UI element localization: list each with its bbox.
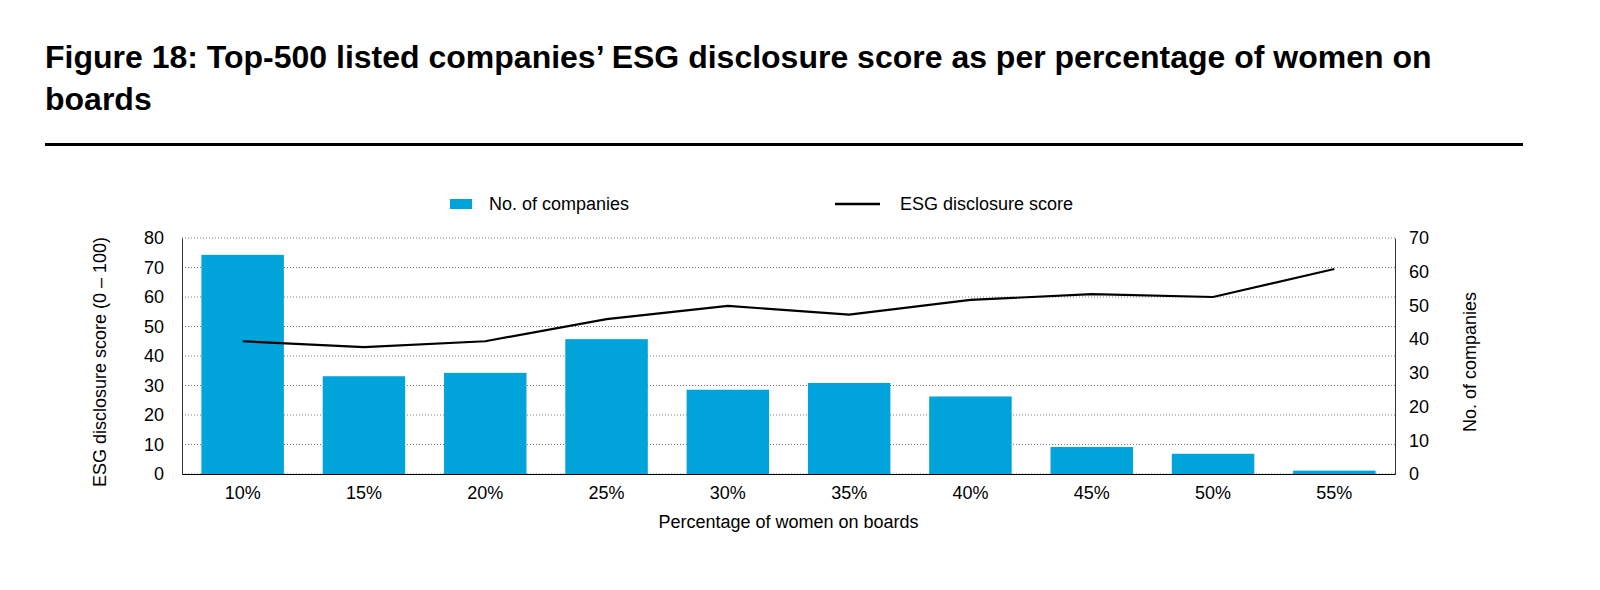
- tick-label: 10: [1409, 431, 1429, 451]
- tick: 60: [144, 287, 182, 307]
- tick-label: 55%: [1316, 483, 1352, 503]
- tick: 50: [144, 317, 182, 337]
- tick: 20: [1395, 397, 1429, 417]
- tick: 35%: [831, 474, 867, 503]
- legend-swatch: [450, 199, 472, 209]
- grid-line: [182, 267, 1395, 268]
- bar: [201, 255, 283, 474]
- tick-label: 30: [144, 376, 164, 396]
- tick: 45%: [1074, 474, 1110, 503]
- tick: 30%: [710, 474, 746, 503]
- bar: [1293, 471, 1375, 474]
- tick-label: 20: [1409, 397, 1429, 417]
- tick-label: 30%: [710, 483, 746, 503]
- tick: 40: [144, 346, 182, 366]
- tick: 70: [1395, 228, 1429, 248]
- tick-label: 10%: [225, 483, 261, 503]
- axis-line: [183, 474, 1396, 475]
- tick-label: 40%: [952, 483, 988, 503]
- x-axis-title: Percentage of women on boards: [658, 512, 918, 532]
- plot-area: [201, 255, 1375, 474]
- bar: [1172, 454, 1254, 474]
- axis-line: [1395, 239, 1396, 475]
- tick: 0: [1395, 464, 1419, 484]
- bar: [1051, 447, 1133, 474]
- tick: 40%: [952, 474, 988, 503]
- y-axis: 0 10 20 30 40 50 60 70 80: [144, 228, 183, 484]
- tick-label: 20: [144, 405, 164, 425]
- line: [243, 269, 1335, 347]
- tick: 80: [144, 228, 182, 248]
- tick: 55%: [1316, 474, 1352, 503]
- tick: 10: [144, 435, 182, 455]
- tick: 20: [144, 405, 182, 425]
- tick-label: 30: [1409, 363, 1429, 383]
- tick-label: 60: [144, 287, 164, 307]
- grid-line: [182, 326, 1395, 327]
- tick: 70: [144, 258, 182, 278]
- axis-line: [182, 239, 183, 475]
- y2-axis: 0 10 20 30 40 50 60 70: [1395, 228, 1429, 484]
- tick-label: 50%: [1195, 483, 1231, 503]
- tick-label: 20%: [467, 483, 503, 503]
- tick: 10%: [225, 474, 261, 503]
- tick-label: 40: [144, 346, 164, 366]
- tick-label: 0: [1409, 464, 1419, 484]
- tick-label: 10: [144, 435, 164, 455]
- tick: 0: [154, 464, 182, 484]
- tick-label: 60: [1409, 262, 1429, 282]
- bar: [323, 376, 405, 474]
- legend-swatch: [835, 203, 880, 206]
- tick-label: 70: [144, 258, 164, 278]
- title-rule: [45, 143, 1523, 146]
- y2-axis-title: No. of companies: [1460, 292, 1480, 432]
- tick: 30: [144, 376, 182, 396]
- tick-label: 70: [1409, 228, 1429, 248]
- bar: [444, 373, 526, 474]
- tick: 60: [1395, 262, 1429, 282]
- tick: 15%: [346, 474, 382, 503]
- tick-label: 45%: [1074, 483, 1110, 503]
- tick: 40: [1395, 329, 1429, 349]
- bar: [929, 396, 1011, 474]
- tick-label: 40: [1409, 329, 1429, 349]
- x-axis: 10% 15% 20% 25% 30% 35% 40% 45% 50% 55%: [183, 474, 1396, 503]
- tick-label: 50: [144, 317, 164, 337]
- tick-label: 25%: [589, 483, 625, 503]
- tick: 50%: [1195, 474, 1231, 503]
- y-axis-title: ESG disclosure score (0 – 100): [90, 237, 110, 487]
- tick: 20%: [467, 474, 503, 503]
- tick: 50: [1395, 296, 1429, 316]
- grid-line: [182, 238, 1395, 239]
- bar: [565, 339, 647, 474]
- bar: [808, 383, 890, 474]
- tick-label: 15%: [346, 483, 382, 503]
- legend: No. of companies ESG disclosure score: [450, 194, 1073, 214]
- tick: 30: [1395, 363, 1429, 383]
- tick-label: 0: [154, 464, 164, 484]
- tick: 25%: [589, 474, 625, 503]
- chart-title: Figure 18: Top-500 listed companies’ ESG…: [45, 36, 1515, 120]
- grid: [182, 238, 1395, 474]
- tick-label: 50: [1409, 296, 1429, 316]
- tick-label: 80: [144, 228, 164, 248]
- legend-label: ESG disclosure score: [900, 194, 1073, 214]
- chart: 0 10 20 30 40 50 60 70 80 0 10 20 30 40 50 60 70 10% 15% 20…: [0, 0, 1600, 590]
- bar: [687, 390, 769, 474]
- legend-label: No. of companies: [489, 194, 629, 214]
- grid-line: [182, 356, 1395, 357]
- tick: 10: [1395, 431, 1429, 451]
- tick-label: 35%: [831, 483, 867, 503]
